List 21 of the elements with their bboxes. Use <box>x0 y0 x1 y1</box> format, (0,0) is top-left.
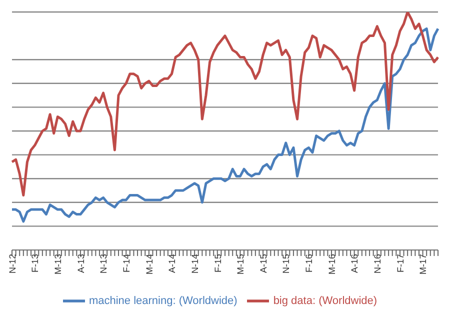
x-tick-label: A-16 <box>350 254 360 274</box>
x-tick-label: A-14 <box>167 254 178 274</box>
x-tick-label: N-16 <box>372 254 383 274</box>
x-tick-label: M-13 <box>53 254 64 275</box>
x-tick-label: N-15 <box>281 254 292 274</box>
x-tick-label: F-16 <box>304 254 314 273</box>
x-tick-label: F-14 <box>121 254 132 273</box>
x-tick-label: M-16 <box>326 254 337 275</box>
x-tick-label: F-17 <box>395 254 406 273</box>
x-tick-label: N-13 <box>98 254 109 274</box>
x-tick-label: A-15 <box>258 254 268 274</box>
x-tick-label: M-17 <box>418 254 428 275</box>
x-tick-label: N-14 <box>190 254 200 274</box>
x-tick-label: A-13 <box>76 254 86 274</box>
x-tick-label: M-14 <box>144 254 154 275</box>
x-tick-label: N-12 <box>7 254 18 274</box>
x-tick-label: F-15 <box>212 254 223 273</box>
legend-label: machine learning: (Worldwide) <box>88 294 238 307</box>
x-tick-label: F-13 <box>30 254 40 273</box>
x-tick-label: M-15 <box>236 254 246 275</box>
legend-label: big data: (Worldwide) <box>273 294 378 307</box>
